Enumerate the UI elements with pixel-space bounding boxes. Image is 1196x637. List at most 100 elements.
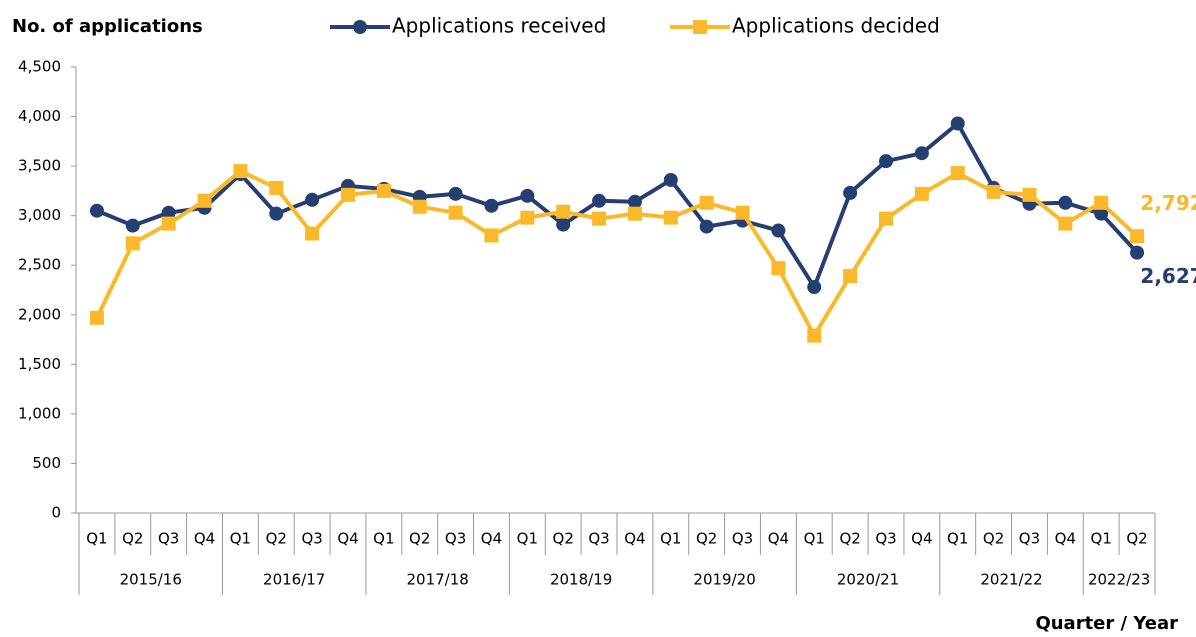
x-group-label: 2020/21 bbox=[837, 571, 899, 589]
x-group-label: 2019/20 bbox=[693, 571, 755, 589]
point bbox=[484, 228, 499, 243]
legend-marker bbox=[353, 20, 367, 34]
x-tick-label: Q3 bbox=[445, 530, 466, 548]
point bbox=[520, 210, 535, 225]
point bbox=[735, 205, 750, 220]
x-tick-label: Q3 bbox=[301, 530, 322, 548]
point bbox=[807, 328, 822, 343]
x-group-label: 2015/16 bbox=[120, 571, 182, 589]
x-tick-label: Q2 bbox=[122, 530, 143, 548]
y-tick-label: 4,000 bbox=[18, 107, 61, 125]
point bbox=[125, 218, 140, 233]
point bbox=[89, 203, 104, 218]
x-tick-label: Q2 bbox=[839, 530, 860, 548]
point bbox=[161, 205, 176, 220]
x-group-label: 2022/23 bbox=[1088, 571, 1150, 589]
y-tick-label: 4,500 bbox=[18, 58, 61, 76]
point bbox=[699, 219, 714, 234]
point bbox=[341, 187, 355, 202]
point bbox=[376, 183, 391, 198]
point bbox=[1130, 245, 1145, 260]
y-tick-label: 2,000 bbox=[18, 305, 61, 323]
point bbox=[556, 204, 571, 219]
x-group-label: 2017/18 bbox=[407, 571, 469, 589]
point bbox=[807, 280, 822, 295]
y-axis-label: No. of applications bbox=[12, 16, 203, 37]
y-tick-label: 2,500 bbox=[18, 256, 61, 274]
x-group-label: 2016/17 bbox=[263, 571, 325, 589]
x-tick-label: Q3 bbox=[588, 530, 609, 548]
point bbox=[233, 164, 248, 179]
y-tick-label: 1,500 bbox=[18, 355, 61, 373]
y-tick-label: 3,000 bbox=[18, 206, 61, 224]
x-group-label: 2018/19 bbox=[550, 571, 612, 589]
point bbox=[879, 211, 893, 226]
x-tick-label: Q2 bbox=[1126, 530, 1147, 548]
y-tick-label: 3,500 bbox=[18, 157, 61, 175]
point bbox=[914, 186, 929, 201]
series-line bbox=[96, 121, 1139, 290]
x-tick-label: Q4 bbox=[768, 530, 789, 548]
x-tick-label: Q3 bbox=[1019, 530, 1040, 548]
point bbox=[269, 206, 284, 221]
point bbox=[1058, 195, 1073, 210]
point bbox=[1130, 229, 1145, 244]
x-tick-label: Q1 bbox=[230, 530, 251, 548]
point bbox=[843, 269, 858, 284]
point bbox=[1022, 187, 1037, 202]
x-tick-label: Q1 bbox=[947, 530, 968, 548]
point bbox=[627, 206, 642, 221]
point bbox=[986, 184, 1001, 199]
x-tick-label: Q4 bbox=[1055, 530, 1076, 548]
point bbox=[879, 154, 893, 169]
x-tick-label: Q1 bbox=[660, 530, 681, 548]
point bbox=[699, 195, 714, 210]
data-label: 2,627 bbox=[1140, 264, 1196, 288]
point bbox=[161, 216, 176, 231]
x-tick-label: Q1 bbox=[373, 530, 394, 548]
point bbox=[520, 188, 535, 203]
x-tick-label: Q1 bbox=[1091, 530, 1112, 548]
x-tick-label: Q4 bbox=[624, 530, 645, 548]
x-tick-label: Q2 bbox=[409, 530, 430, 548]
legend-marker bbox=[693, 20, 707, 34]
point bbox=[771, 261, 786, 276]
x-tick-label: Q3 bbox=[158, 530, 179, 548]
point bbox=[556, 217, 571, 232]
data-label: 2,792 bbox=[1140, 191, 1196, 215]
x-group-label: 2021/22 bbox=[980, 571, 1042, 589]
x-tick-label: Q4 bbox=[481, 530, 502, 548]
point bbox=[771, 223, 786, 238]
point bbox=[950, 116, 965, 131]
point bbox=[197, 193, 212, 208]
point bbox=[1094, 206, 1109, 221]
point bbox=[663, 172, 678, 187]
series-line bbox=[95, 169, 1139, 338]
x-tick-label: Q2 bbox=[983, 530, 1004, 548]
point bbox=[269, 180, 284, 195]
y-tick-label: 500 bbox=[32, 454, 61, 472]
point bbox=[125, 236, 140, 251]
point bbox=[484, 198, 499, 213]
x-tick-label: Q4 bbox=[911, 530, 932, 548]
x-tick-label: Q3 bbox=[732, 530, 753, 548]
x-tick-label: Q4 bbox=[194, 530, 215, 548]
x-tick-label: Q3 bbox=[875, 530, 896, 548]
x-axis-label: Quarter / Year bbox=[1035, 613, 1178, 634]
x-tick-label: Q2 bbox=[266, 530, 287, 548]
x-tick-label: Q1 bbox=[517, 530, 538, 548]
y-tick-label: 0 bbox=[51, 504, 61, 522]
point bbox=[1094, 195, 1109, 210]
x-tick-label: Q1 bbox=[86, 530, 107, 548]
point bbox=[663, 210, 678, 225]
y-tick-label: 1,000 bbox=[18, 404, 61, 422]
point bbox=[592, 211, 607, 226]
legend-label: Applications received bbox=[392, 14, 606, 38]
point bbox=[89, 310, 104, 325]
point bbox=[412, 199, 427, 214]
point bbox=[1058, 216, 1073, 231]
point bbox=[448, 186, 463, 201]
point bbox=[592, 193, 607, 208]
x-tick-label: Q4 bbox=[337, 530, 358, 548]
